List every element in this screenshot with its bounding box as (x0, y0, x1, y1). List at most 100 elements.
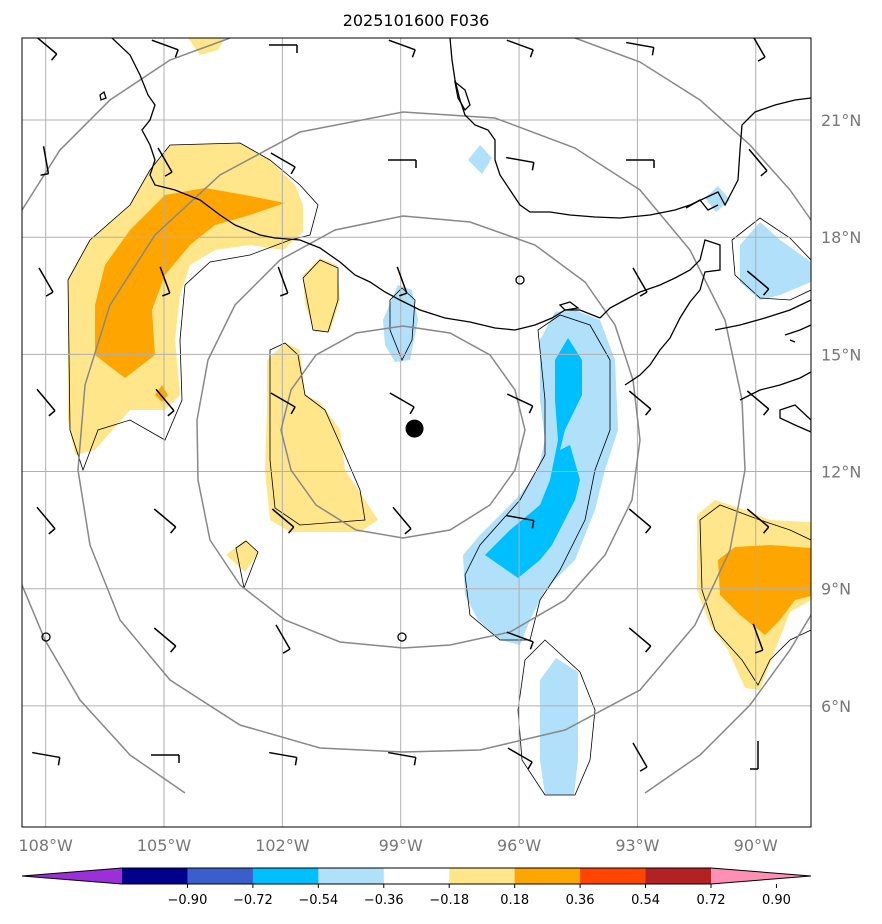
small-island-northwest (99, 90, 107, 101)
colorbar-tick-label: −0.72 (233, 893, 273, 908)
wind-barb (748, 148, 768, 177)
negative-area-gulf-east (705, 186, 730, 212)
wind-barb (271, 508, 295, 534)
map-frame (21, 37, 812, 828)
coastlines (99, 38, 811, 433)
colorbar-segment (122, 868, 188, 884)
colorbar-tick-label: 0.18 (500, 893, 529, 908)
wind-barb (396, 266, 408, 297)
wind-barb (752, 623, 764, 654)
wind-barb (153, 508, 177, 534)
wind-barb (270, 152, 296, 175)
longitude-tick-label: 105°W (137, 836, 192, 855)
yucatan-coast (704, 97, 811, 207)
calm-wind-marker (41, 632, 51, 642)
wind-barb (753, 38, 766, 62)
shaded-field-negative (383, 145, 811, 795)
wind-barb (626, 41, 655, 56)
wind-barb (506, 393, 534, 414)
latitude-tick-label: 18°N (821, 228, 861, 247)
longitude-tick-label: 108°W (18, 836, 73, 855)
wind-barb (506, 514, 535, 529)
shaded-field-positive (68, 38, 811, 690)
negative-area-east-band (463, 310, 618, 645)
map-title: 2025101600 F036 (343, 11, 490, 30)
gulf-coast-mexico (449, 38, 706, 219)
longitude-tick-label: 93°W (615, 836, 659, 855)
wind-barb (507, 747, 533, 770)
wind-barb (159, 266, 171, 297)
longitude-tick-label: 90°W (734, 836, 778, 855)
wind-barb (388, 159, 417, 168)
longitude-tick-label: 99°W (379, 836, 423, 855)
colorbar-tick-label: −0.90 (168, 893, 208, 908)
positive-area-small-west (226, 540, 258, 572)
positive-area-southeast-core (718, 545, 811, 635)
wind-barb (157, 147, 173, 177)
range-rings (22, 38, 811, 794)
storm-center-marker (405, 419, 424, 438)
calm-wind-marker (515, 275, 525, 285)
wind-barb (36, 38, 58, 61)
colorbar-tick-label: 0.90 (762, 893, 791, 908)
wind-barb (632, 267, 648, 297)
colorbar-outline (21, 867, 812, 885)
guatemala-border (599, 239, 721, 386)
colorbar-segment (383, 868, 450, 884)
contour-lines (67, 142, 811, 796)
pacific-coast-mexico (111, 38, 601, 331)
colorbar-segment (187, 868, 254, 884)
colorbar-tick-label: 0.36 (566, 893, 595, 908)
longitude-labels: 108°W 105°W 102°W 99°W 96°W 93°W 90°W (18, 836, 778, 855)
wind-barb (388, 39, 416, 58)
wind-barb (750, 741, 759, 770)
wind-barb (275, 624, 291, 654)
positive-area-coast (303, 258, 340, 332)
positive-area-center-west (265, 343, 378, 532)
wind-barb (36, 506, 56, 535)
calm-wind-marker (397, 632, 407, 642)
wind-barb (155, 388, 175, 417)
wind-barb (746, 390, 770, 416)
gulf-inlet-east (685, 199, 719, 211)
wind-barb (392, 506, 412, 535)
latitude-labels: 21°N 18°N 15°N 12°N 9°N 6°N (821, 111, 861, 716)
colorbar-tick-label: −0.36 (364, 893, 404, 908)
wind-barb (746, 508, 770, 534)
colorbar-segment (318, 868, 385, 884)
wind-barb (746, 270, 770, 296)
colorbar-segment (252, 868, 319, 884)
wind-barb (628, 390, 652, 416)
positive-area-small-orange (155, 385, 168, 402)
wind-barb (40, 146, 50, 176)
central-america-coast (739, 371, 811, 401)
colorbar-tick-label: 0.54 (631, 893, 660, 908)
wind-barb (269, 751, 298, 766)
wind-barb (269, 44, 298, 53)
wind-barb (153, 627, 177, 653)
wind-barbs (32, 38, 770, 772)
wind-barb (626, 159, 655, 168)
wind-barb (32, 751, 61, 766)
latitude-tick-label: 12°N (821, 463, 861, 482)
wind-barb (506, 631, 534, 650)
wind-barb (628, 627, 652, 653)
wind-barb (277, 266, 289, 297)
colorbar: −0.90 −0.72 −0.54 −0.36 −0.18 0.18 0.36 0.54 0.7… (21, 867, 812, 908)
wind-barb (151, 39, 179, 58)
honduras-outline (714, 299, 811, 343)
colorbar-tick-label: −0.54 (298, 893, 338, 908)
colorbar-tick-label: −0.18 (429, 893, 469, 908)
wind-barb (388, 751, 417, 766)
colorbar-extend-low (22, 868, 122, 884)
colorbar-segment (514, 868, 581, 884)
positive-area-northwest-core (95, 188, 285, 378)
wind-barb (151, 754, 180, 763)
negative-area-gulf (468, 145, 492, 174)
wind-barb (632, 742, 648, 772)
colorbar-segment (449, 868, 516, 884)
negative-area-northeast (740, 222, 811, 300)
wind-barb (38, 267, 54, 297)
gulf-inlet (454, 80, 471, 112)
